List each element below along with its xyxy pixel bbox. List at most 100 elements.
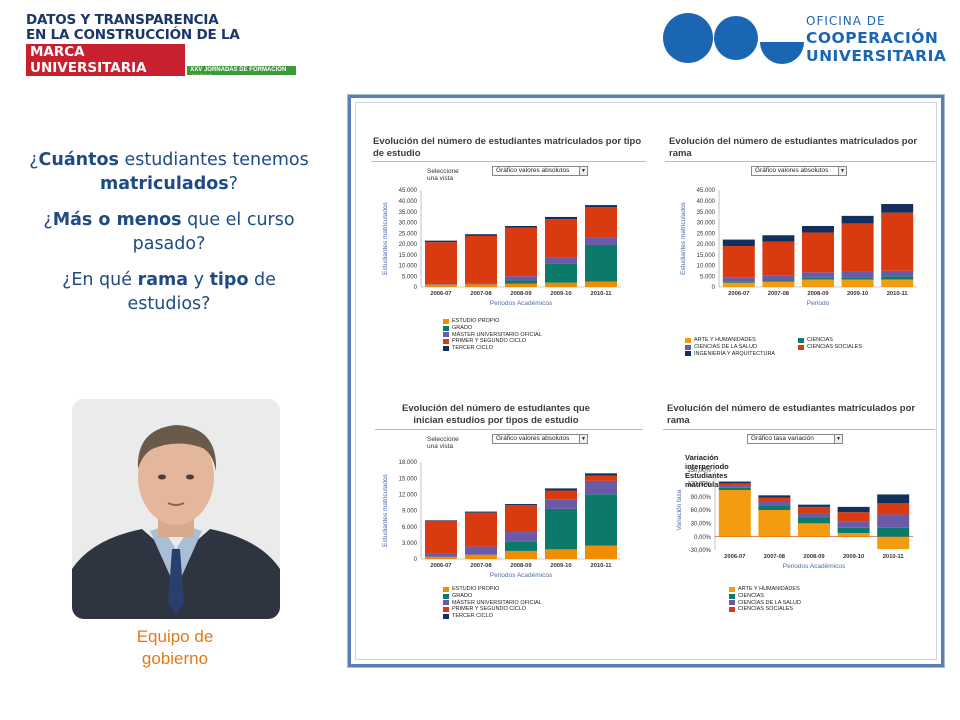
legend-label: GRADO [452,324,473,331]
question-3: ¿En qué rama y tipo de estudios? [62,270,276,314]
bar-segment [758,502,791,506]
bar-segment [877,514,910,528]
y-tick-label: 0 [414,557,418,563]
legend-item: MÁSTER UNIVERSITARIO OFICIAL [443,600,542,607]
x-tick-label: 2009-10 [843,554,864,560]
y-tick-label: 0,00% [694,535,712,541]
bar-segment [425,553,457,557]
chevron-down-icon[interactable]: ▼ [579,167,587,175]
bar-segment [425,242,457,285]
y-tick-label: 15.000 [697,253,716,259]
bar-segment [762,280,795,282]
bar-segment [425,284,457,287]
bar-segment [762,241,795,276]
x-tick-label: 2009-10 [550,291,571,297]
bar-segment [722,246,755,278]
bar-segment [545,490,577,500]
legend-label: ARTE Y HUMANIDADES [694,337,756,343]
bar-segment [841,215,874,224]
x-axis-label: Periodos Académicos [490,300,553,307]
bar-segment [722,281,755,283]
legend-swatch [729,600,735,606]
panel-title: Evolución del número de estudiantes matr… [373,136,642,159]
bar-segment [585,281,617,287]
legend-label: ARTE Y HUMANIDADES [738,586,800,592]
chevron-down-icon[interactable]: ▼ [834,435,842,443]
bar-segment [545,257,577,264]
logo-text: OFICINA DE COOPERACIÓN UNIVERSITARIA [806,14,946,65]
legend-swatch [443,318,449,324]
chevron-down-icon[interactable]: ▼ [838,167,846,175]
bar-segment [545,216,577,220]
y-tick-label: 5.000 [700,274,716,280]
legend-item: CIENCIAS SOCIALES [798,344,888,351]
x-tick-label: 2010-11 [591,291,613,297]
photo-caption: Equipo de gobierno [136,627,214,668]
bar-segment [837,533,870,537]
logo-line-1: OFICINA DE [806,14,886,28]
legend-swatch [443,586,449,592]
x-tick-label: 2008-09 [510,563,532,569]
x-tick-label: 2006-07 [724,554,745,560]
bar-segment [505,550,537,559]
legend-swatch [685,337,691,343]
legend-item: ESTUDIO PROPIO [443,586,542,593]
legend-label: ESTUDIO PROPIO [452,318,500,324]
bar-segment [545,508,577,550]
bar-segment [585,494,617,546]
legend-swatch [798,344,804,350]
bar-segment [722,277,755,282]
y-tick-label: 25.000 [399,231,418,237]
bar-segment [718,485,751,488]
view-select[interactable]: Gráfico valores absolutos ▼ [492,434,588,444]
x-tick-label: 2010-11 [887,291,909,297]
legend-swatch [729,593,735,599]
bar-segment [465,512,497,547]
legend-label: CIENCIAS DE LA SALUD [738,599,801,606]
view-select[interactable]: Gráfico tasa variación ▼ [747,434,843,444]
y-axis-label: Variación tasa [676,489,683,530]
y-tick-label: 30.000 [399,221,418,227]
chart-subtitle: Variación interperiodo Estudiantes matri… [685,453,732,489]
header-line-3: MARCA UNIVERSITARIA [26,44,186,76]
bar-segment [802,272,834,278]
logo-circle-1 [663,13,713,63]
y-tick-label: 30.000 [697,221,716,227]
bar-segment [465,546,497,555]
legend-item: PRIMER Y SEGUNDO CICLO [443,606,542,613]
x-tick-label: 2008-09 [807,291,829,297]
y-tick-label: 9.000 [402,509,418,515]
y-tick-label: 150,00% [687,468,711,474]
bar-segment [841,277,874,280]
legend-swatch [443,600,449,606]
view-select[interactable]: Gráfico valores absolutos ▼ [492,166,588,176]
legend-label: PRIMER Y SEGUNDO CICLO [452,606,527,613]
x-tick-label: 2008-09 [510,291,532,297]
panel-title: Evolución del número de estudiantes que … [402,403,590,426]
legend-swatch [685,344,691,350]
y-tick-label: 20.000 [697,242,716,248]
bar-chart-2: 45.000 40.000 35.000 30.000 25.000 20.000 15.0… [680,188,917,307]
chevron-down-icon[interactable]: ▼ [579,435,587,443]
bar-segment [545,282,577,287]
bar-segment [841,271,874,278]
bar-segment [425,520,457,521]
legend-item: CIENCIAS DE LA SALUD [685,344,798,351]
view-select[interactable]: Gráfico valores absolutos ▼ [751,166,847,176]
bar-segment [718,483,751,486]
bar-segment [505,283,537,287]
bar-segment [465,235,497,284]
legend-label: ESTUDIO PROPIO [452,586,500,592]
legend-item: CIENCIAS DE LA SALUD [729,600,801,607]
legend-label: MÁSTER UNIVERSITARIO OFICIAL [452,599,542,606]
bar-segment [425,240,457,243]
question-2: ¿Más o menos que el curso pasado? [43,210,295,254]
bar-segment [505,541,537,551]
legend-item: TERCER CICLO [443,613,542,620]
bar-segment [837,527,870,534]
legend-item: INGENIERÍA Y ARQUITECTURA [685,351,798,358]
legend-item: TERCER CICLO [443,345,542,352]
bar-segment [585,473,617,476]
x-tick-label: 2009-10 [847,291,868,297]
y-tick-label: 45.000 [697,188,716,194]
